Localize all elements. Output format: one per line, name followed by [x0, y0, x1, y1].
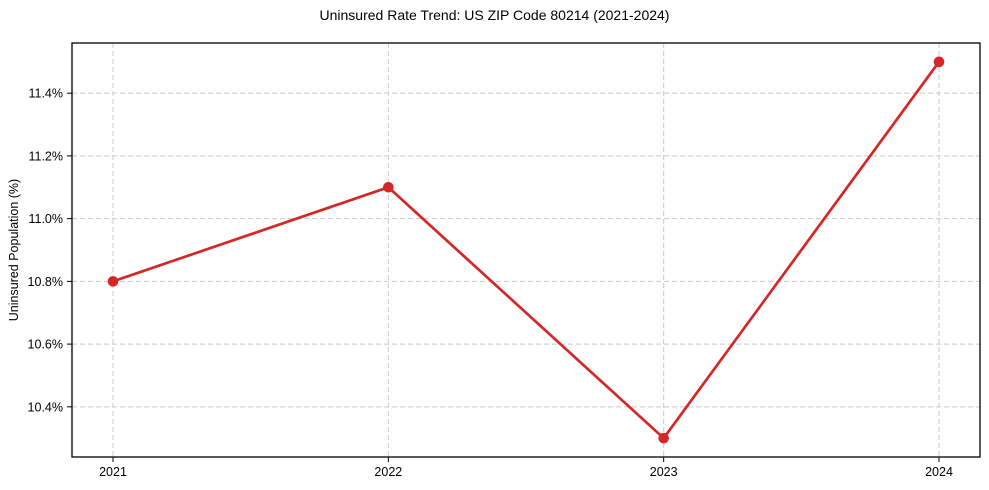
data-point-marker: [658, 432, 669, 444]
y-tick-label: 11.2%: [28, 149, 63, 163]
x-tick-label: 2021: [99, 465, 127, 479]
data-point-marker: [933, 56, 945, 68]
x-tick-label: 2024: [925, 465, 953, 479]
y-tick-label: 10.8%: [28, 275, 63, 289]
trend-line: [111, 60, 941, 440]
plot-frame: [71, 42, 981, 458]
data-point-marker: [107, 276, 119, 287]
y-tick-label: 11.0%: [28, 212, 63, 226]
chart-title: Uninsured Rate Trend: US ZIP Code 80214 …: [319, 7, 670, 23]
y-tick-label: 10.4%: [28, 400, 63, 414]
y-tick-label: 11.4%: [28, 87, 63, 101]
x-tick-label: 2022: [374, 465, 402, 479]
y-tick-label: 10.6%: [28, 338, 63, 352]
x-tick-label: 2023: [650, 465, 678, 479]
data-point-marker: [383, 181, 394, 193]
